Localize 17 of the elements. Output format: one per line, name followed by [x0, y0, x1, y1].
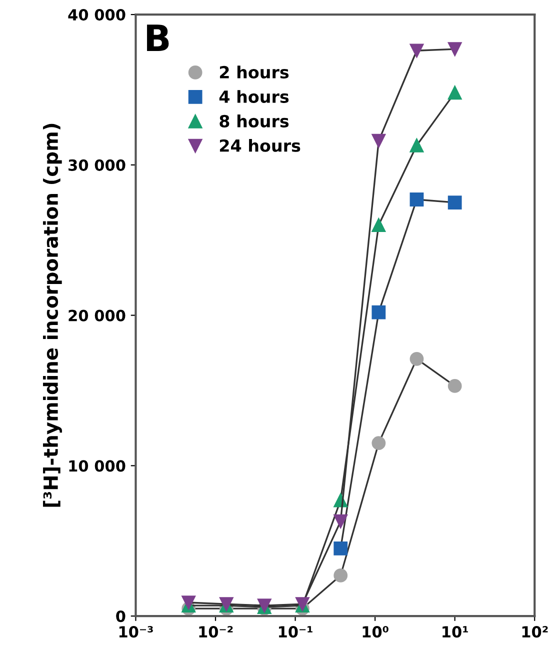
legend-label: 2 hours: [220, 66, 289, 79]
x-tick-label: 10²: [522, 626, 548, 638]
y-tick-label: 20 000: [68, 310, 126, 322]
x-tick-label: 10⁻²: [199, 626, 233, 638]
y-tick-label: 10 000: [69, 460, 126, 472]
y-axis-title: [³H]-thymidine incorporation (cpm): [43, 124, 62, 507]
annotation: B: [147, 24, 169, 52]
x-tick-label: 10⁻³: [119, 626, 153, 638]
legend-label: 24 hours: [220, 139, 300, 152]
legend-label: 8 hours: [220, 114, 289, 128]
y-tick-label: 30 000: [68, 159, 126, 171]
y-tick-label: 0: [116, 610, 126, 622]
y-tick-label: 40 000: [68, 9, 126, 21]
x-tick-label: 10¹: [442, 626, 468, 638]
legend-label: 4 hours: [219, 90, 289, 103]
x-tick-label: 10⁻¹: [279, 626, 312, 638]
x-tick-label: 10⁰: [362, 626, 388, 638]
